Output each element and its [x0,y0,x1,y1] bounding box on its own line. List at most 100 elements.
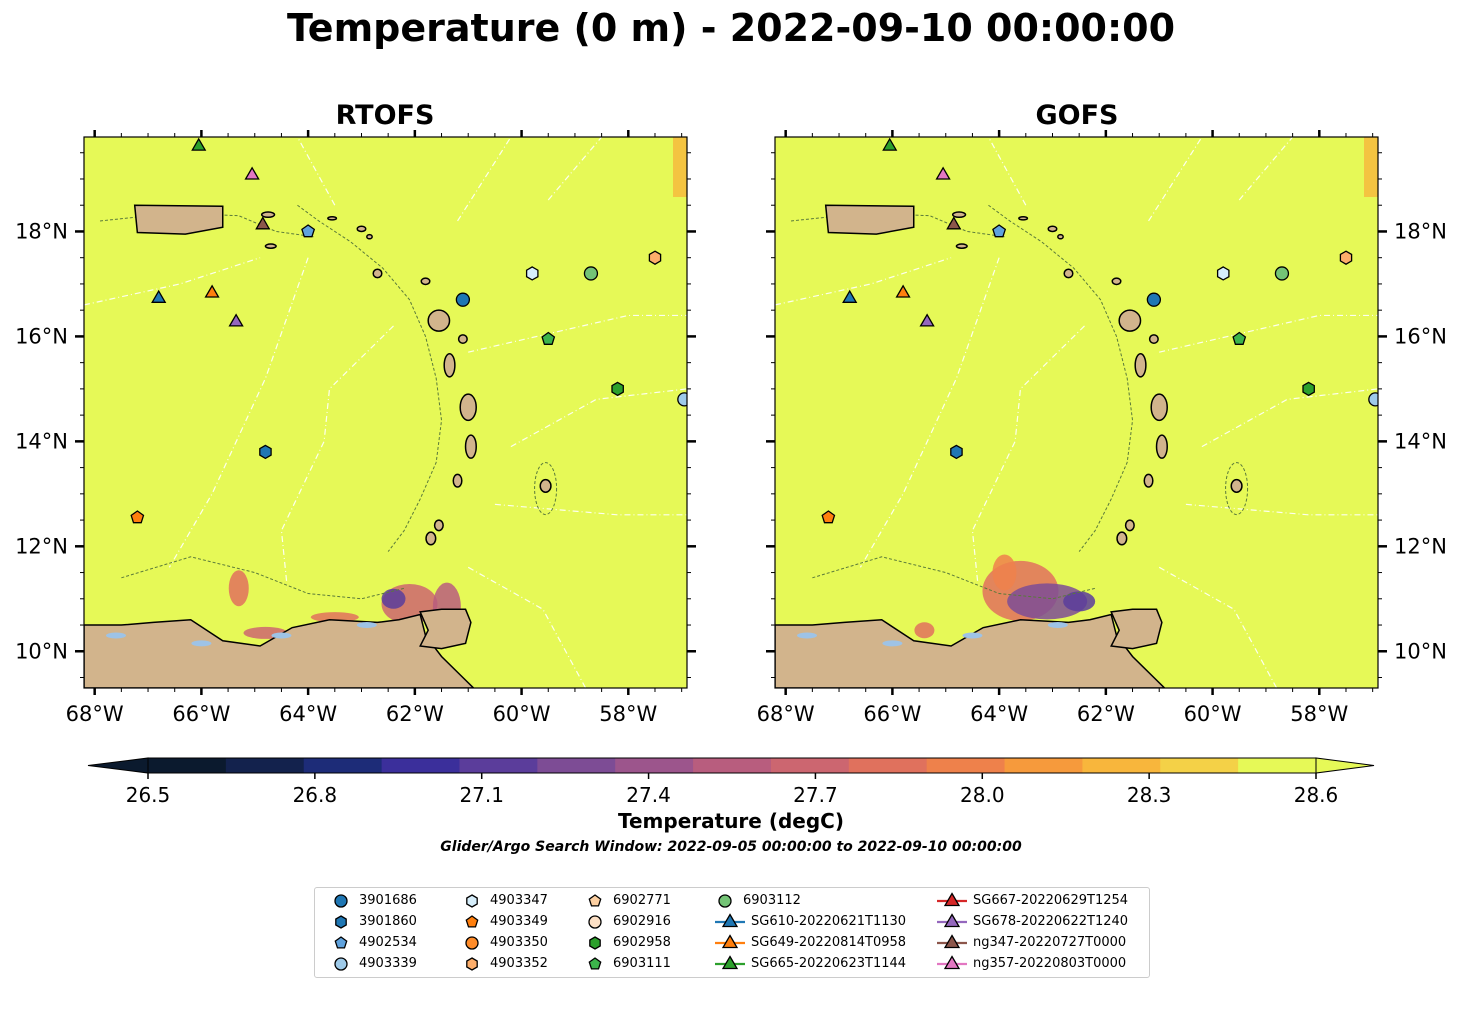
marker-6903112 [1274,266,1290,281]
legend-marker-6902916 [588,915,602,929]
x-tick-label: 60°W [493,702,551,726]
legend-marker-SG665-20220623T1144 [715,955,745,970]
colorbar-tick-label: 27.4 [626,783,671,807]
colorbar-frame [147,757,1317,774]
bathymetry-contour [297,204,443,552]
legend-label: ng357-20220803T0000 [973,956,1127,971]
legend-marker-6902771 [588,894,602,907]
legend-marker-4903339 [334,957,348,971]
legend-label: ng347-20220727T0000 [973,935,1127,950]
y-tick-label: 12°N [1394,534,1447,558]
y-tick-label: 18°N [1394,219,1447,243]
legend-label: SG649-20220814T0958 [751,935,907,950]
legend-label: SG610-20220621T1130 [751,914,907,929]
colorbar-label: Temperature (degC) [618,809,844,833]
x-tick-label: 62°W [1077,702,1135,726]
lake [1047,622,1068,629]
x-tick-label: 68°W [66,702,124,726]
temperature-anomaly [992,554,1017,591]
marker-4903339 [677,392,687,407]
colorbar-tick-label: 28.3 [1127,783,1172,807]
lake [882,640,903,647]
eez-boundary [859,257,1000,568]
temperature-anomaly [1063,591,1096,612]
lake [962,632,983,639]
bathymetry-contour [534,462,558,516]
land-island [951,211,967,219]
legend-symbol [721,955,739,970]
land-island [356,225,367,233]
colorbar-segment [693,758,772,773]
legend-label: 6903111 [613,956,671,971]
legend-label: 4903349 [490,914,548,929]
colorbar-tick-label: 28.0 [960,783,1005,807]
eez-boundary [510,388,687,448]
bathymetry-contour [1225,462,1249,516]
x-tick-label: 64°W [970,702,1028,726]
legend-symbol [588,915,602,929]
map-frame [83,136,688,689]
eez-boundary [468,314,687,353]
marker-SG678-20220622T1240 [919,313,935,327]
legend-marker-ng357-20220803T0000 [937,955,967,970]
bathymetry-contour [988,204,1134,552]
lake [797,632,818,639]
legend-symbol [588,894,602,907]
land-island [1118,309,1142,332]
temperature-patch [1364,137,1378,197]
eez-boundary [1201,388,1378,448]
temperature-anomaly [381,588,406,609]
marker-4903347 [525,266,539,281]
lake [191,640,212,647]
colorbar-tick-label: 26.5 [126,783,171,807]
temperature-anomaly [914,622,935,639]
land-island [1155,434,1168,459]
lake [271,632,292,639]
legend-symbol [943,955,961,970]
legend-label: 6902771 [613,893,671,908]
legend-symbol [589,936,601,950]
eez-boundary [1159,314,1378,353]
colorbar-tick-label: 28.6 [1294,783,1339,807]
legend: 3901686 3901860 4902534 4903339 4903347 49033… [314,887,1150,978]
panel-title-rtofs: RTOFS [335,100,435,131]
land-south-america [84,613,475,688]
land-island [1063,268,1074,279]
legend-marker-3901686 [334,894,348,908]
legend-symbol [334,957,348,971]
marker-3901860 [259,444,272,460]
marker-SG665-20220623T1144 [882,137,898,151]
land-island [452,473,463,488]
land-island [1143,473,1154,488]
colorbar-extend-low [87,757,149,774]
land-island [1134,352,1147,378]
colorbar-segment [537,758,616,773]
eez-boundary [1185,503,1378,516]
colorbar-tick-label: 26.8 [293,783,338,807]
eez-boundary [457,137,512,222]
x-tick-label: 68°W [757,702,815,726]
map-panel-rtofs: 68°W 66°W 64°W 62°W 60°W 58°W 10°N 12°N 14°N 16°N… [15,130,696,726]
x-tick-label: 66°W [863,702,921,726]
land-island [433,519,444,532]
land-island [372,268,383,279]
marker-4902534 [992,224,1007,238]
y-tick-label: 14°N [1394,429,1447,453]
legend-label: 4903350 [490,935,548,950]
land-south-america [775,613,1166,688]
legend-label: 4903339 [359,956,417,971]
colorbar-segment [225,758,305,773]
y-tick-label: 10°N [15,639,68,663]
x-tick-label: 62°W [386,702,444,726]
x-tick-label: 58°W [1290,702,1348,726]
land-island [264,243,277,249]
legend-marker-SG649-20220814T0958 [715,934,745,949]
land-island [1230,478,1243,494]
temperature-anomaly [1007,583,1088,620]
land-island [955,243,968,249]
legend-label: 6902916 [613,914,671,929]
lake [356,622,377,629]
colorbar-segment [459,758,538,773]
land-island [1047,225,1058,233]
map-content-rtofs [84,137,687,688]
